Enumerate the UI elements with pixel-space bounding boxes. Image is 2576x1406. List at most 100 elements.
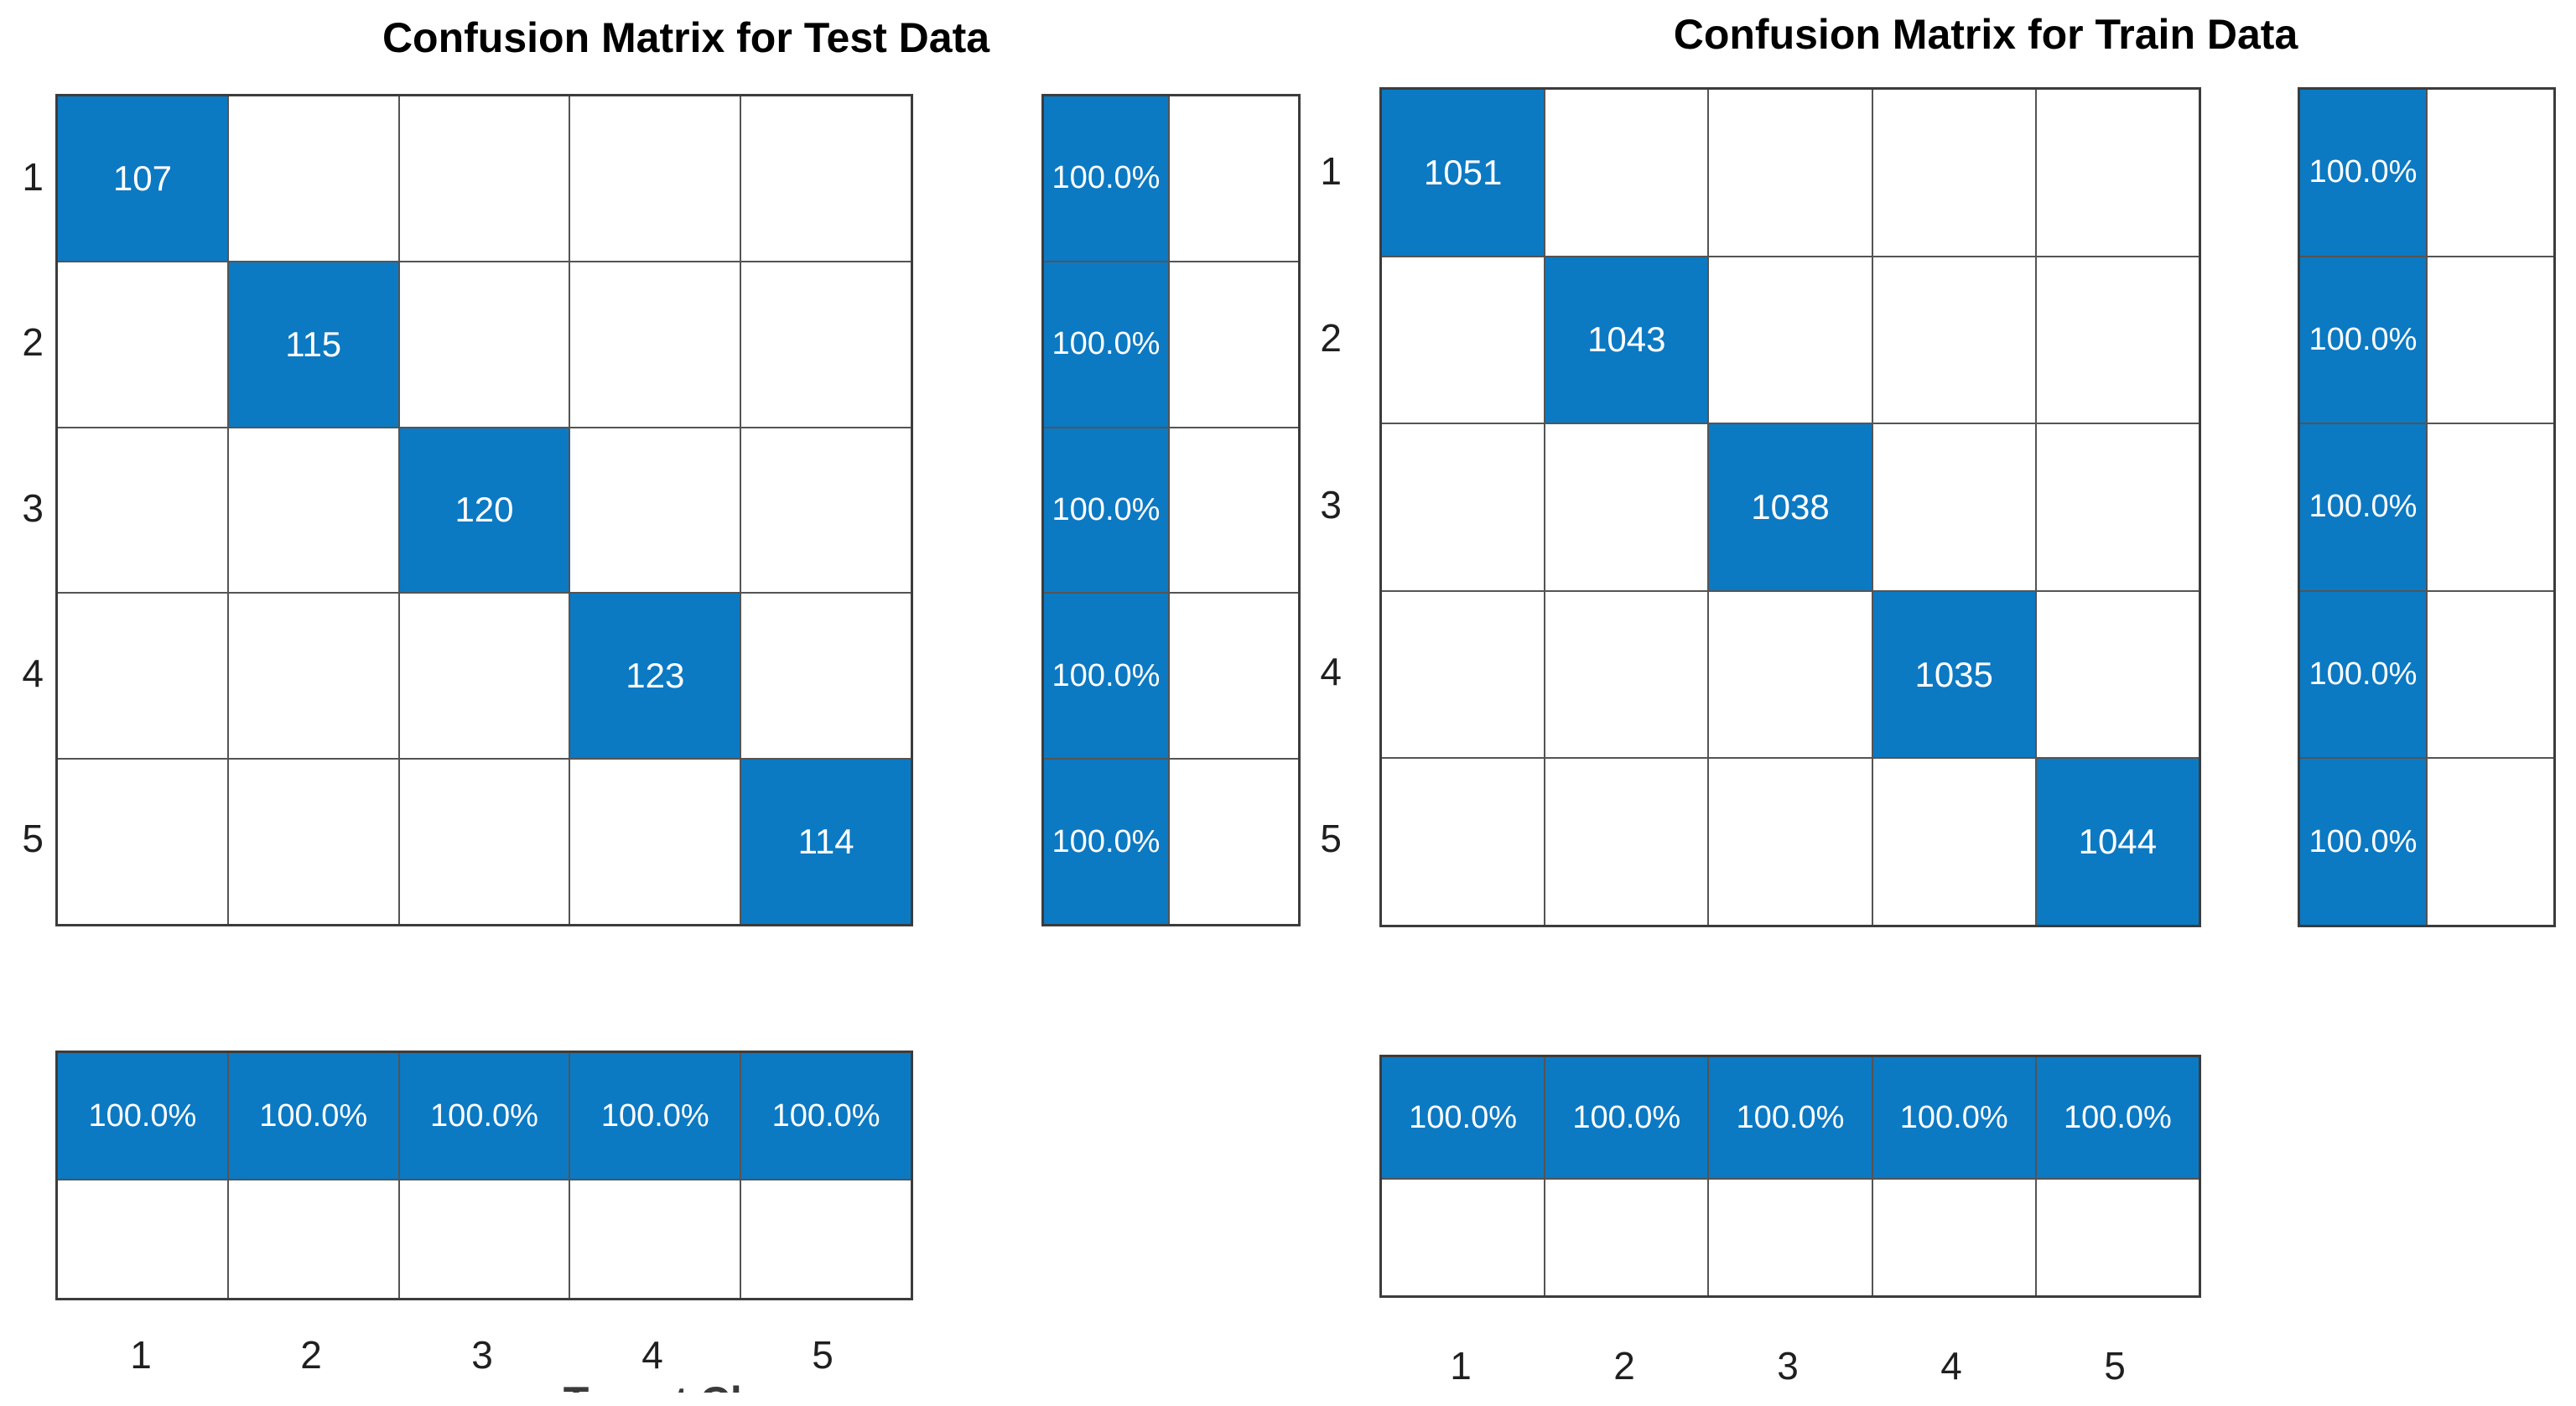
train-cell-r2c4 <box>1872 257 2035 423</box>
test-cell-r3c5 <box>741 428 911 593</box>
train-col-percent-1: 100.0% <box>1382 1057 1545 1178</box>
train-row-percent-blank-5 <box>2428 759 2553 925</box>
test-cell-r1c2 <box>228 96 398 261</box>
test-x-tick-4: 4 <box>641 1333 663 1377</box>
train-row-percent-blank-2 <box>2428 257 2553 423</box>
train-x-tick-3: 3 <box>1777 1344 1799 1388</box>
test-row-percent-5: 100.0% <box>1044 760 1168 924</box>
test-y-tick-5: 5 <box>22 817 44 860</box>
train-col-percent-blank-1 <box>1382 1180 1545 1295</box>
train-row-percent-4: 100.0% <box>2300 591 2426 758</box>
test-cell-r5c4 <box>570 760 740 924</box>
train-col-percent-row: 100.0% 100.0% 100.0% 100.0% 100.0% <box>1379 1055 2201 1298</box>
train-cell-r3c5 <box>2036 424 2199 590</box>
train-cell-r5c2 <box>1545 759 1708 925</box>
train-col-percent-3: 100.0% <box>1709 1057 1872 1178</box>
test-col-percent-blank-4 <box>570 1180 740 1298</box>
train-row-percent-blank-4 <box>2428 591 2553 758</box>
train-confusion-grid: 1051 1043 1038 1035 1044 <box>1379 87 2201 927</box>
test-x-tick-1: 1 <box>130 1333 152 1377</box>
train-cell-r4c1 <box>1382 591 1545 758</box>
test-row-percent-blank-4 <box>1170 594 1298 759</box>
test-row-percent-column: 100.0% 100.0% 100.0% 100.0% 100.0% <box>1041 94 1301 926</box>
test-col-percent-blank-5 <box>741 1180 911 1298</box>
train-row-percent-blank-1 <box>2428 90 2553 256</box>
test-cell-r2c4 <box>570 262 740 427</box>
train-matrix-title: Confusion Matrix for Train Data <box>1673 11 2298 58</box>
test-row-percent-blank-3 <box>1170 428 1298 593</box>
train-cell-r3c4 <box>1872 424 2035 590</box>
test-cell-r2c3 <box>399 262 569 427</box>
train-x-tick-1: 1 <box>1450 1344 1472 1388</box>
train-col-percent-blank-4 <box>1872 1180 2035 1295</box>
test-cell-r5c5: 114 <box>741 760 911 924</box>
train-cell-r2c1 <box>1382 257 1545 423</box>
test-row-percent-blank-5 <box>1170 760 1298 924</box>
test-row-percent-blank-1 <box>1170 96 1298 261</box>
test-y-tick-1: 1 <box>22 155 44 199</box>
test-col-percent-2: 100.0% <box>228 1053 398 1179</box>
test-cell-r4c4: 123 <box>570 594 740 759</box>
train-cell-r1c1: 1051 <box>1382 90 1545 256</box>
test-cell-r3c4 <box>570 428 740 593</box>
test-cell-r1c4 <box>570 96 740 261</box>
test-y-tick-2: 2 <box>22 320 44 364</box>
train-col-percent-blank-3 <box>1709 1180 1872 1295</box>
test-row-percent-2: 100.0% <box>1044 262 1168 427</box>
train-col-percent-5: 100.0% <box>2036 1057 2199 1178</box>
train-col-percent-blank-2 <box>1545 1180 1708 1295</box>
train-col-percent-blank-5 <box>2036 1180 2199 1295</box>
test-cell-r3c2 <box>228 428 398 593</box>
train-y-tick-1: 1 <box>1320 149 1342 193</box>
train-y-tick-4: 4 <box>1320 650 1342 693</box>
train-cell-r5c5: 1044 <box>2036 759 2199 925</box>
test-x-tick-3: 3 <box>471 1333 493 1377</box>
test-cell-r4c2 <box>228 594 398 759</box>
test-cell-r1c1: 107 <box>58 96 227 261</box>
test-cell-r5c2 <box>228 760 398 924</box>
test-col-percent-blank-2 <box>228 1180 398 1298</box>
train-cell-r4c5 <box>2036 591 2199 758</box>
train-row-percent-column: 100.0% 100.0% 100.0% 100.0% 100.0% <box>2298 87 2556 927</box>
train-row-percent-1: 100.0% <box>2300 90 2426 256</box>
train-row-percent-blank-3 <box>2428 424 2553 590</box>
train-cell-r5c4 <box>1872 759 2035 925</box>
test-cell-r3c3: 120 <box>399 428 569 593</box>
test-y-tick-3: 3 <box>22 486 44 530</box>
train-col-percent-4: 100.0% <box>1872 1057 2035 1178</box>
test-cell-r1c5 <box>741 96 911 261</box>
train-row-percent-5: 100.0% <box>2300 759 2426 925</box>
train-cell-r4c4: 1035 <box>1872 591 2035 758</box>
test-row-percent-blank-2 <box>1170 262 1298 427</box>
test-col-percent-5: 100.0% <box>741 1053 911 1179</box>
test-cell-r5c1 <box>58 760 227 924</box>
test-cell-r4c5 <box>741 594 911 759</box>
train-cell-r2c5 <box>2036 257 2199 423</box>
train-y-tick-3: 3 <box>1320 483 1342 527</box>
test-cell-r2c5 <box>741 262 911 427</box>
train-cell-r1c5 <box>2036 90 2199 256</box>
test-col-percent-blank-1 <box>58 1180 227 1298</box>
test-col-percent-row: 100.0% 100.0% 100.0% 100.0% 100.0% <box>55 1051 913 1300</box>
test-cell-r2c2: 115 <box>228 262 398 427</box>
train-x-tick-2: 2 <box>1613 1344 1635 1388</box>
train-cell-r2c3 <box>1709 257 1872 423</box>
train-cell-r3c1 <box>1382 424 1545 590</box>
train-cell-r4c2 <box>1545 591 1708 758</box>
train-cell-r3c2 <box>1545 424 1708 590</box>
train-row-percent-3: 100.0% <box>2300 424 2426 590</box>
test-row-percent-4: 100.0% <box>1044 594 1168 759</box>
test-cell-r4c1 <box>58 594 227 759</box>
test-col-percent-1: 100.0% <box>58 1053 227 1179</box>
train-x-tick-5: 5 <box>2104 1344 2126 1388</box>
train-x-tick-4: 4 <box>1940 1344 1962 1388</box>
train-cell-r5c3 <box>1709 759 1872 925</box>
test-confusion-grid: 107 115 120 123 114 <box>55 94 913 926</box>
test-cell-r5c3 <box>399 760 569 924</box>
train-cell-r3c3: 1038 <box>1709 424 1872 590</box>
train-col-percent-2: 100.0% <box>1545 1057 1708 1178</box>
test-cell-r1c3 <box>399 96 569 261</box>
test-x-tick-2: 2 <box>300 1333 322 1377</box>
train-cell-r2c2: 1043 <box>1545 257 1708 423</box>
test-matrix-title: Confusion Matrix for Test Data <box>382 14 990 61</box>
